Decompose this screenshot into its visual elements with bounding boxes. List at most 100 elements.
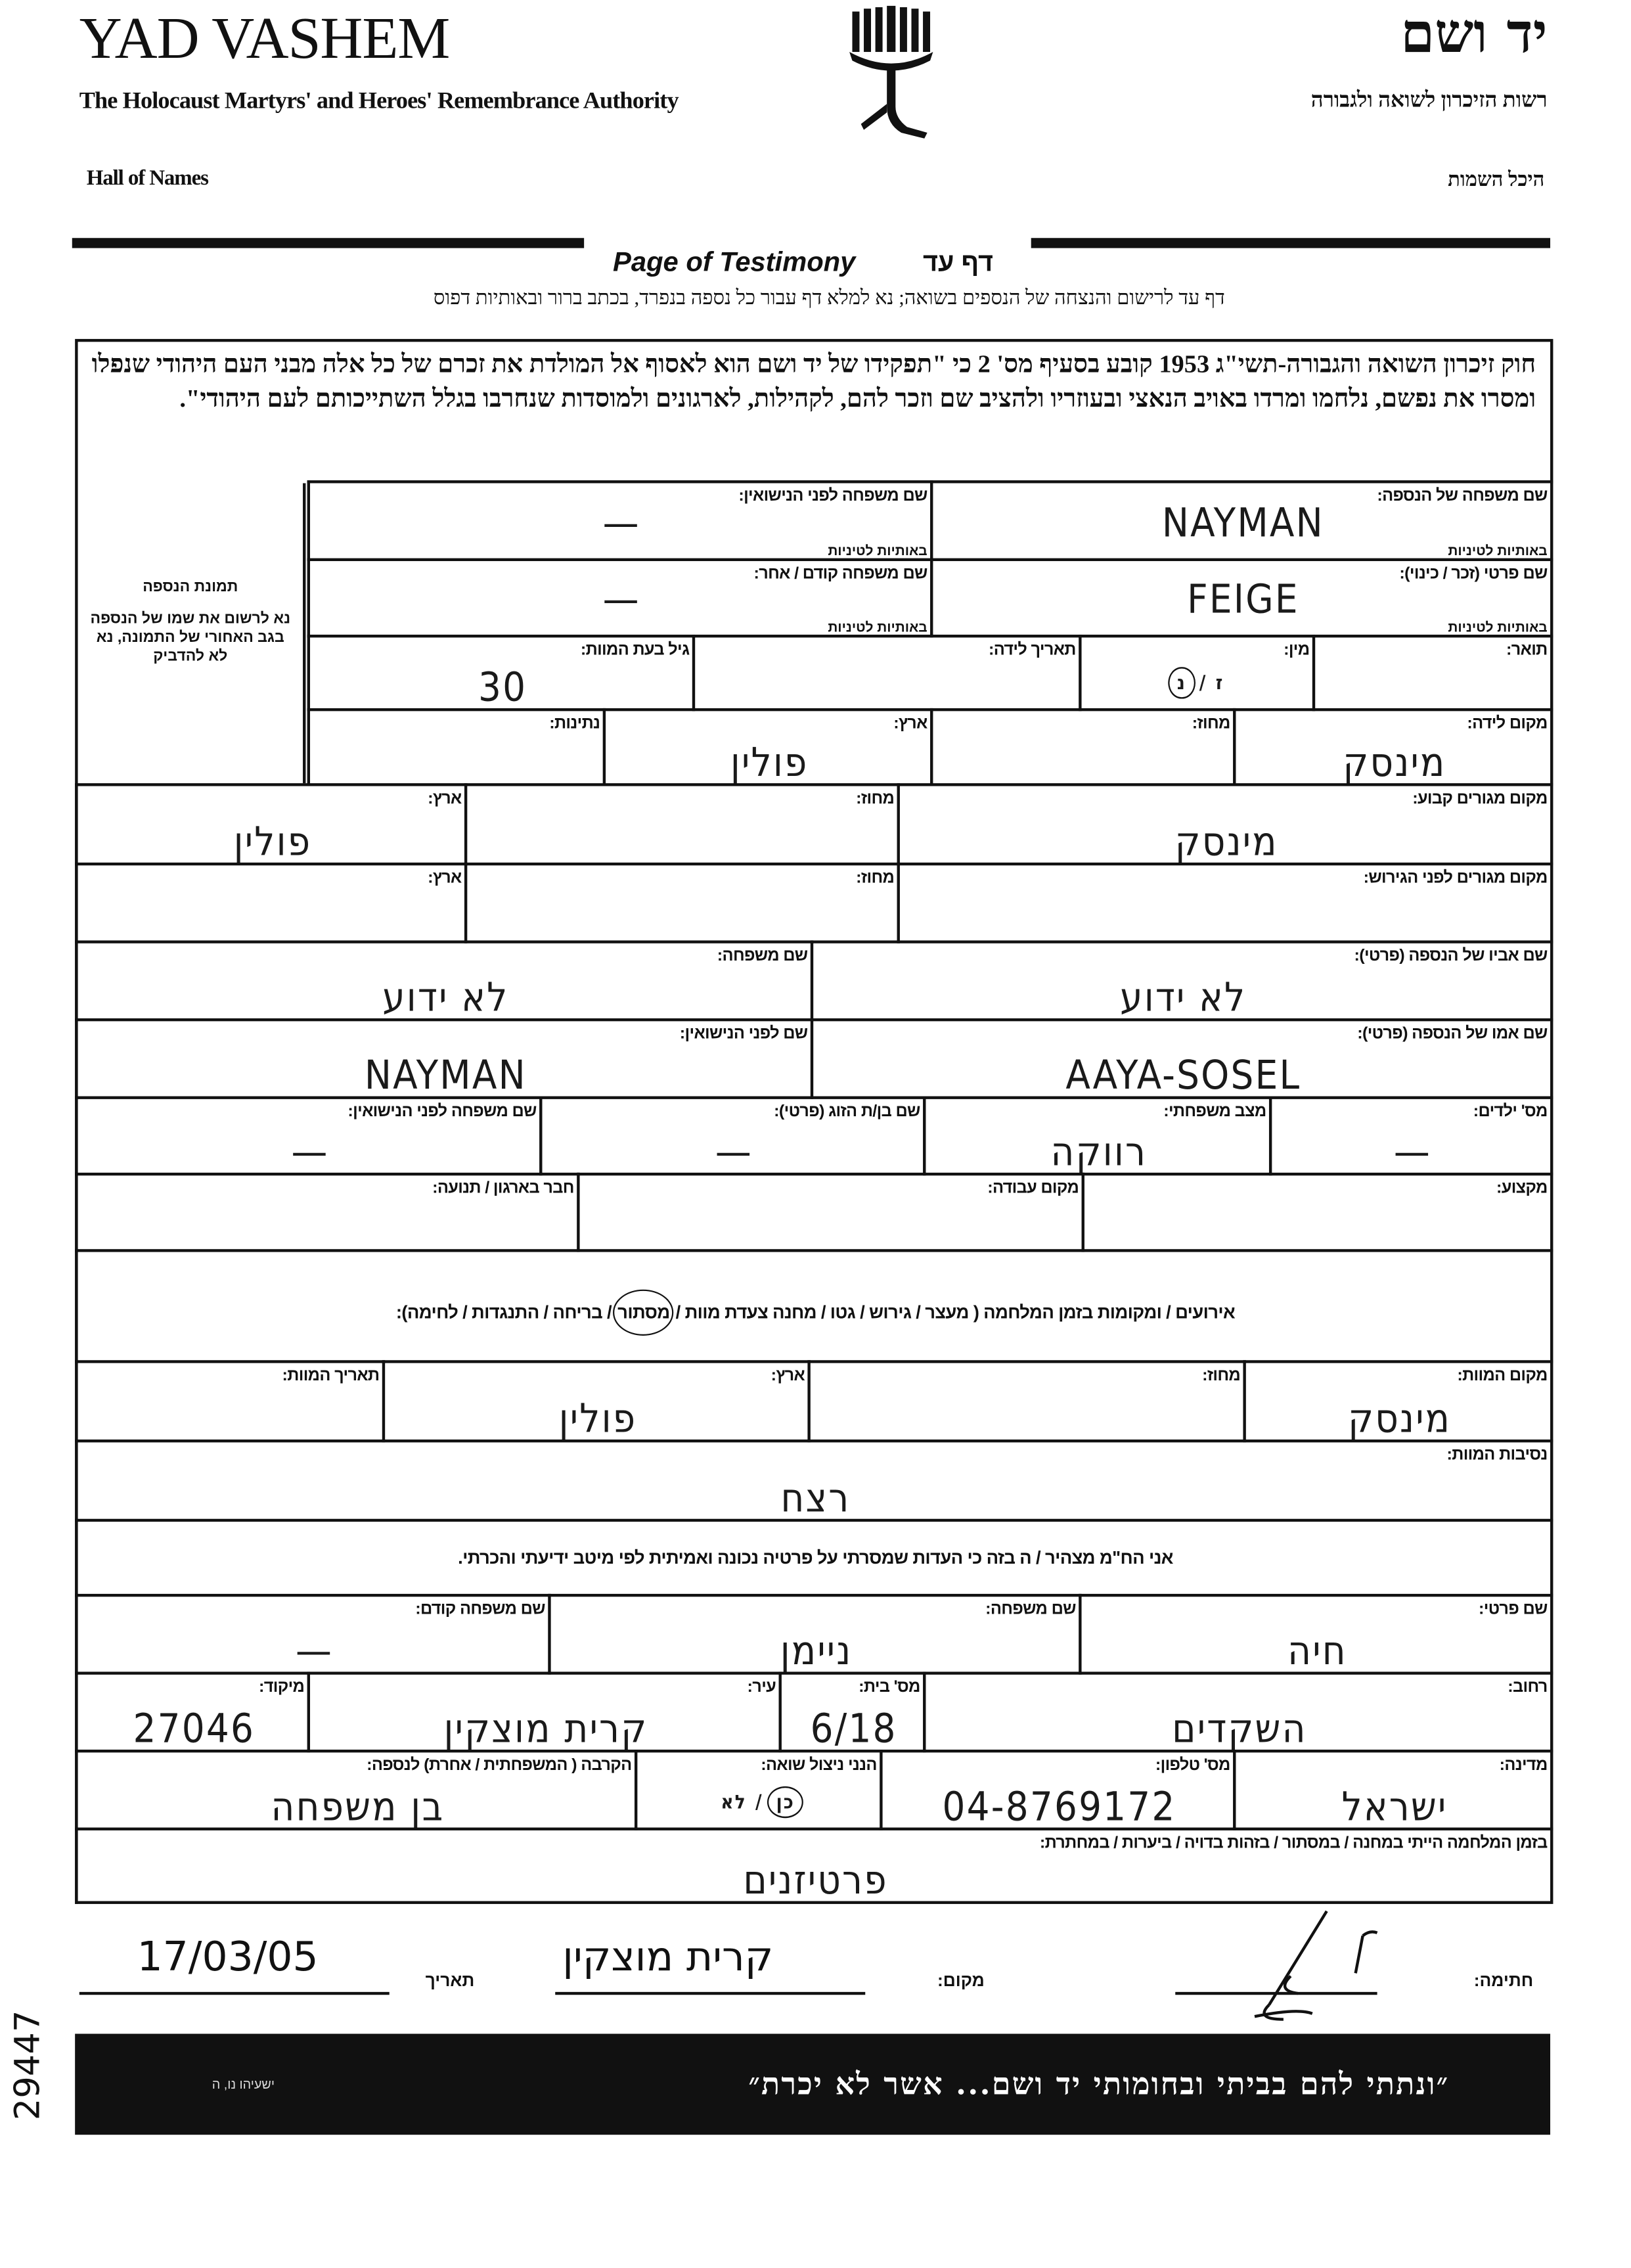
form-instructions: דף עד לרישום והנצחה של הנספים בשואה; נא …	[433, 288, 1225, 311]
field-sublabel: באותיות לטיניות	[1448, 543, 1548, 560]
field-label: מחוז:	[1192, 715, 1231, 733]
circled-option: מסתור	[613, 1289, 675, 1336]
field-value: השקדים	[1172, 1706, 1307, 1752]
date-value: 17/03/05	[137, 1932, 319, 1981]
form-field: אירועים / ומקומות בזמן המלחמה ( מעצר / ג…	[75, 1249, 1553, 1363]
form-field: מקצוע:	[1081, 1172, 1553, 1252]
form-field: מחוז:	[807, 1360, 1246, 1443]
field-label: מקצוע:	[1496, 1179, 1548, 1198]
field-label: עיר:	[747, 1679, 776, 1696]
field-label: ארץ:	[428, 790, 462, 808]
photo-box-note: נא לרשום את שמו של הנספה בגב האחורי של ה…	[90, 610, 291, 666]
form-field: נסיבות המוות: רצח	[75, 1440, 1553, 1522]
form-title-en: Page of Testimony	[613, 248, 856, 279]
field-label: מס' בית:	[859, 1679, 920, 1696]
field-value: 04-8769172	[942, 1783, 1176, 1830]
form-field: הנני ניצול שואה: כן/ לא	[634, 1750, 883, 1830]
field-label: מחוז:	[856, 869, 895, 888]
field-label: מחוז:	[1202, 1367, 1241, 1385]
field-label: ארץ:	[893, 715, 927, 733]
option: לא	[721, 1791, 747, 1813]
form-field: תאריך לידה:	[692, 634, 1082, 712]
form-field: שם פרטי: חיה	[1079, 1593, 1553, 1675]
field-value: —	[291, 1129, 329, 1175]
field-value: מינסק	[1343, 739, 1446, 786]
form-title-he: דף עד	[923, 248, 993, 277]
field-label: שם משפחה לפני הנישואין:	[738, 488, 927, 505]
field-label: שם אמו של הנספה (פרטי):	[1357, 1025, 1548, 1043]
field-value: NAYMAN	[364, 1052, 527, 1099]
field-value: —	[1393, 1129, 1431, 1175]
quote-banner: ״ונתתי להם בביתי ובחומותי יד ושם... אשר …	[75, 2033, 1551, 2135]
photo-box-title: תמונת הנספה	[143, 578, 238, 596]
header-bar-left	[72, 238, 585, 248]
photo-box: תמונת הנספה נא לרשום את שמו של הנספה בגב…	[78, 483, 306, 784]
field-value: AAYA-SOSEL	[1065, 1052, 1301, 1099]
place-label: מקום:	[937, 1970, 985, 1991]
label-part: / בריחה / התנגדות / לחימה):	[395, 1302, 616, 1323]
quote-text: ״ונתתי להם בביתי ובחומותי יד ושם... אשר …	[748, 2065, 1450, 2102]
field-value: קרית מוצקין	[443, 1706, 648, 1752]
field-label: מקום מגורים לפני הגירוש:	[1363, 869, 1548, 888]
form-field: מקום המוות: מינסק	[1243, 1360, 1553, 1443]
date-label: תאריך	[425, 1970, 475, 1991]
field-sublabel: באותיות לטיניות	[828, 620, 927, 637]
selected-option: כן	[767, 1786, 804, 1819]
field-label: מצב משפחתי:	[1163, 1103, 1266, 1121]
field-label: שם משפחה:	[717, 947, 808, 965]
field-label: מס' טלפון:	[1155, 1756, 1230, 1775]
field-value: 27046	[133, 1706, 256, 1752]
field-value: 30	[478, 664, 527, 711]
field-value: פולין	[558, 1395, 637, 1442]
field-options: כן/ לא	[637, 1772, 882, 1819]
form-field: שם משפחה לפני הנישואין: באותיות לטיניות —	[307, 480, 933, 562]
field-label: שם משפחה לפני הנישואין:	[347, 1103, 537, 1121]
field-label: גיל בעת המוות:	[580, 641, 690, 660]
org-name-he: יד ושם	[1400, 0, 1548, 65]
field-value: מינסק	[1174, 818, 1278, 865]
field-label: מיקוד:	[258, 1679, 305, 1696]
form-field: בזמן המלחמה הייתי במחנה / במסתור / בזהות…	[75, 1827, 1553, 1904]
field-label: מקום המוות:	[1457, 1367, 1548, 1385]
field-label: שם פרטי:	[1479, 1600, 1548, 1619]
signature-label: חתימה:	[1473, 1970, 1534, 1991]
field-label: ארץ:	[771, 1367, 805, 1385]
field-label: תאריך לידה:	[988, 641, 1076, 660]
form-field: אני הח"מ מצהיר / ה בזה כי העדות שמסרתי ע…	[75, 1518, 1553, 1597]
field-label: הנני ניצול שואה:	[761, 1756, 877, 1775]
field-label: שם בן/ת הזוג (פרטי):	[774, 1103, 920, 1121]
field-label: חבר בארגון / תנועה:	[432, 1179, 574, 1198]
form-field: שם משפחה של הנספה: באותיות לטיניות NAYMAN	[930, 480, 1553, 562]
field-label: ארץ:	[428, 869, 462, 888]
form-field: מס' טלפון: 04-8769172	[880, 1750, 1236, 1830]
field-label: מדינה:	[1499, 1756, 1548, 1775]
form-field: שם משפחה: ניימן	[548, 1593, 1082, 1675]
field-label: מקום לידה:	[1467, 715, 1548, 733]
form-field: הקרבה ( המשפחתית / אחרת) לנספה: בן משפחה	[75, 1750, 638, 1830]
form-field: מקום לידה: מינסק	[1233, 708, 1553, 786]
form-field: תאריך המוות:	[75, 1360, 386, 1443]
field-label: בזמן המלחמה הייתי במחנה / במסתור / בזהות…	[1039, 1834, 1548, 1852]
form-field: שם פרטי (זכר / כינוי): באותיות לטיניות FEI…	[930, 558, 1553, 638]
field-value: חיה	[1287, 1627, 1347, 1674]
hall-of-names-he: היכל השמות	[1448, 170, 1545, 192]
form-field: תואר:	[1312, 634, 1553, 712]
option-separator: /	[1199, 671, 1207, 694]
org-subtitle-he: רשות הזיכרון לשואה ולגבורה	[1310, 89, 1548, 113]
field-label: שם משפחה קודם / אחר:	[753, 565, 928, 583]
field-label: מקום עבודה:	[987, 1179, 1079, 1198]
field-label: מס' ילדים:	[1473, 1103, 1548, 1121]
law-text: חוק זיכרון השואה והגבורה-תשי"ג 1953 קובע…	[91, 349, 1536, 413]
selected-option: נ	[1168, 667, 1195, 699]
form-field: גיל בעת המוות: 30	[307, 634, 696, 712]
field-label: נסיבות המוות:	[1446, 1446, 1548, 1464]
field-value: פולין	[730, 739, 809, 786]
form-field: ארץ:	[75, 862, 468, 943]
field-value: רווקה	[1050, 1129, 1148, 1175]
form-field: מס' בית: 6/18	[778, 1671, 926, 1753]
place-line	[555, 1991, 866, 1995]
form-field: שם משפחה קודם / אחר: באותיות לטיניות —	[307, 558, 933, 638]
field-options: ז /נ	[1082, 653, 1316, 699]
field-value: פולין	[233, 818, 312, 865]
field-value: —	[715, 1129, 753, 1175]
